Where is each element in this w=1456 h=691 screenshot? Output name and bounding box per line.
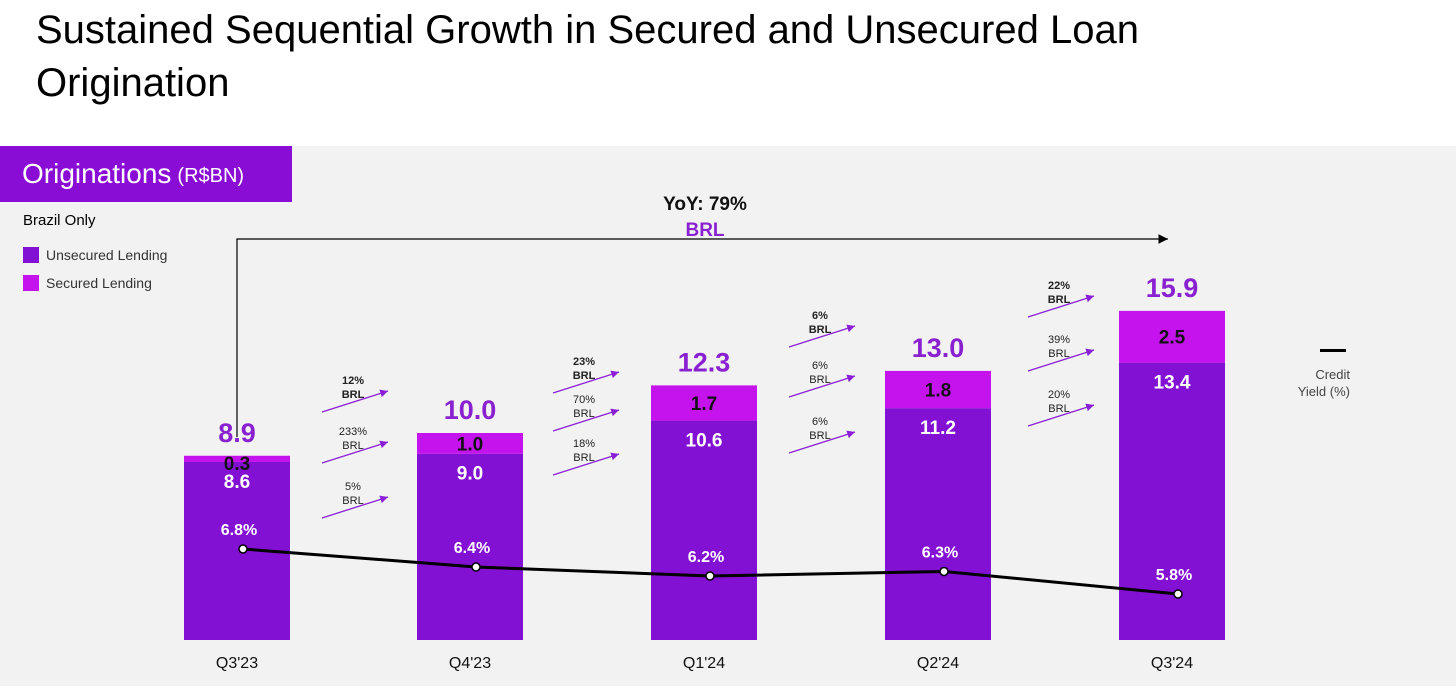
growth-pct: 22% xyxy=(1048,280,1070,292)
credit-yield-label: 6.4% xyxy=(454,540,490,557)
label-unsecured: 8.6 xyxy=(224,472,250,493)
credit-yield-point xyxy=(471,562,481,572)
growth-pct: 233% xyxy=(339,426,367,438)
credit-yield-label: 5.8% xyxy=(1156,567,1192,584)
label-total: 10.0 xyxy=(444,395,497,425)
growth-currency: BRL xyxy=(809,324,832,336)
credit-yield-legend-label: Credit Yield (%) xyxy=(1297,367,1350,399)
bar-secured xyxy=(1119,310,1225,363)
bar-secured xyxy=(417,433,523,454)
growth-currency: BRL xyxy=(573,452,594,464)
growth-arrow xyxy=(788,430,856,454)
growth-pct: 5% xyxy=(345,481,361,493)
growth-arrow xyxy=(552,408,620,432)
growth-pct: 6% xyxy=(812,310,828,322)
growth-pct: 12% xyxy=(342,375,364,387)
growth-currency: BRL xyxy=(809,430,830,442)
credit-yield-label: 6.2% xyxy=(688,549,724,566)
growth-currency: BRL xyxy=(342,440,363,452)
growth-currency: BRL xyxy=(809,374,830,386)
bar-unsecured xyxy=(417,453,523,640)
credit-yield-label: 6.3% xyxy=(922,545,958,562)
bars-group: 0.38.6 8.9 Q3'23 1.0 9.0 10.0 Q4'23 1.7 10.6 12.3… xyxy=(184,273,1225,672)
growth-arrow xyxy=(1027,294,1095,318)
x-tick-label: Q1'24 xyxy=(683,655,725,672)
growth-currency: BRL xyxy=(1048,294,1071,306)
label-unsecured: 9.0 xyxy=(457,464,483,485)
bar-secured xyxy=(885,370,991,409)
yoy-bracket-arrow xyxy=(236,234,1168,437)
legend-unsecured: Unsecured Lending xyxy=(23,247,167,263)
credit-yield-point xyxy=(238,544,248,554)
label-total: 13.0 xyxy=(912,333,965,363)
legend-swatch-unsecured xyxy=(23,247,39,263)
growth-currency: BRL xyxy=(342,495,363,507)
label-secured: 1.8 xyxy=(925,381,951,402)
x-tick-label: Q3'23 xyxy=(216,655,258,672)
bar-secured xyxy=(184,455,290,462)
legend-label-secured: Secured Lending xyxy=(46,275,152,291)
legend-label-unsecured: Unsecured Lending xyxy=(46,247,168,263)
growth-pct: 20% xyxy=(1048,389,1070,401)
growth-arrow xyxy=(321,440,389,464)
growth-arrow xyxy=(1027,403,1095,427)
label-total: 12.3 xyxy=(678,347,731,377)
legend-secured: Secured Lending xyxy=(23,275,152,291)
section-badge: Originations (R$BN) xyxy=(0,146,292,202)
label-unsecured: 11.2 xyxy=(920,418,956,439)
label-secured: 1.0 xyxy=(457,434,483,455)
credit-yield-label: 6.8% xyxy=(221,522,257,539)
legend-swatch-secured xyxy=(23,275,39,291)
yoy-label: YoY: 79% xyxy=(663,194,747,215)
x-tick-label: Q2'24 xyxy=(917,655,959,672)
growth-arrow xyxy=(788,374,856,398)
label-secured: 0.3 xyxy=(224,454,250,475)
growth-arrow xyxy=(321,389,389,413)
growth-arrow xyxy=(552,452,620,476)
label-secured: 1.7 xyxy=(691,394,717,415)
bar-unsecured xyxy=(885,408,991,640)
bar-unsecured xyxy=(1119,362,1225,640)
label-unsecured: 13.4 xyxy=(1154,373,1191,394)
growth-pct: 23% xyxy=(573,356,595,368)
growth-arrow xyxy=(321,495,389,519)
badge-unit: (R$BN) xyxy=(177,164,245,187)
label-total: 15.9 xyxy=(1146,273,1199,303)
growth-pct: 6% xyxy=(812,416,828,428)
growth-currency: BRL xyxy=(573,408,594,420)
x-tick-label: Q3'24 xyxy=(1151,655,1193,672)
credit-yield-line-group: 6.8% 6.4% 6.2% 6.3% 5.8% xyxy=(221,522,1192,599)
badge-title: Originations xyxy=(22,158,172,189)
bar-unsecured xyxy=(651,420,757,640)
growth-arrow xyxy=(552,370,620,394)
growth-pct: 6% xyxy=(812,360,828,372)
growth-arrow xyxy=(1027,348,1095,372)
growth-pct: 18% xyxy=(573,438,595,450)
growth-currency: BRL xyxy=(1048,348,1069,360)
label-unsecured: 10.6 xyxy=(686,431,723,452)
growth-pct: 39% xyxy=(1048,334,1070,346)
credit-yield-point xyxy=(705,571,715,581)
label-secured: 2.5 xyxy=(1159,328,1186,349)
x-tick-label: Q4'23 xyxy=(449,655,491,672)
growth-currency: BRL xyxy=(342,389,365,401)
growth-arrow xyxy=(788,324,856,348)
growth-annotations: 12% BRL 233% BRL 5% BRL 23% BRL 70% BRL 18% BRL 6% BR… xyxy=(321,280,1095,519)
growth-pct: 70% xyxy=(573,394,595,406)
credit-yield-legend-line xyxy=(1320,349,1346,352)
region-subtitle: Brazil Only xyxy=(23,212,96,229)
growth-currency: BRL xyxy=(1048,403,1069,415)
page-title: Sustained Sequential Growth in Secured a… xyxy=(36,8,1139,105)
yoy-currency: BRL xyxy=(685,220,724,241)
label-total: 8.9 xyxy=(218,418,256,448)
growth-currency: BRL xyxy=(573,370,596,382)
credit-yield-point xyxy=(939,566,949,577)
bar-secured xyxy=(651,385,757,421)
credit-yield-point xyxy=(1173,589,1183,599)
